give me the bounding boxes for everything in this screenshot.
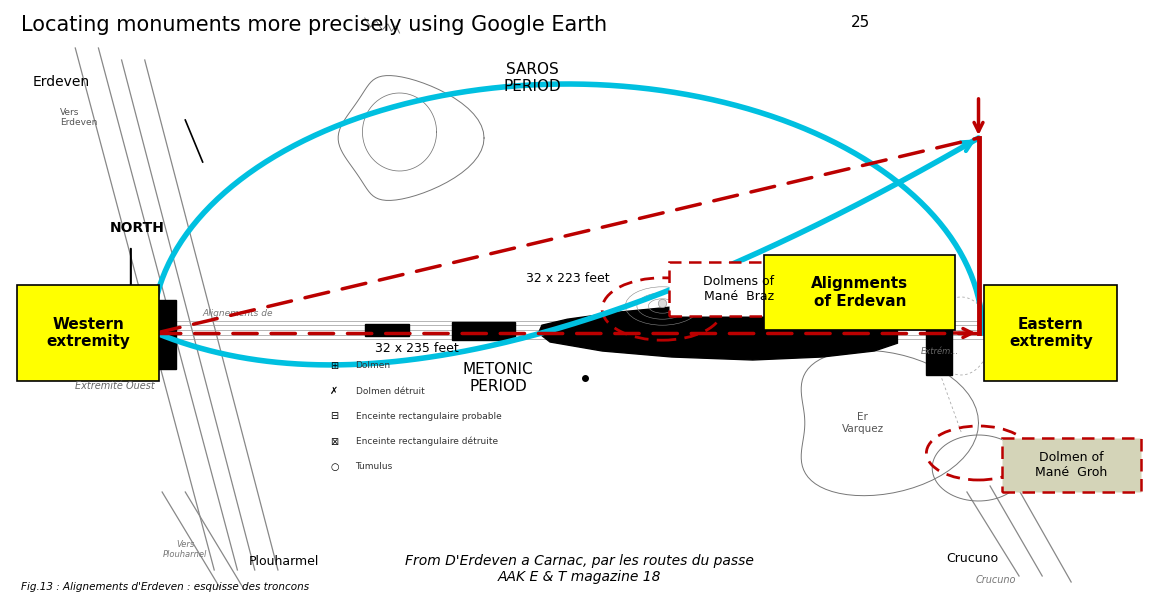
Text: Alignments
of Erdevan: Alignments of Erdevan [812,276,908,308]
FancyBboxPatch shape [1002,438,1141,492]
Polygon shape [538,303,897,360]
Text: Erdeven: Erdeven [32,75,89,89]
Text: Eastern
extremity: Eastern extremity [1009,317,1093,349]
Text: AAK E & T magazine 18: AAK E & T magazine 18 [497,570,661,584]
Text: Dolmen of
Mané  Groh: Dolmen of Mané Groh [1035,451,1107,479]
Bar [926,315,952,375]
Text: Vers
Plouharnel: Vers Plouharnel [163,540,207,559]
Text: Crucuno: Crucuno [946,552,999,565]
Text: Plouharmel: Plouharmel [249,555,318,568]
Text: Western
extremity: Western extremity [46,317,130,349]
Text: Locating monuments more precisely using Google Earth: Locating monuments more precisely using … [21,15,607,35]
Text: Er
Varquez: Er Varquez [842,412,884,434]
Text: Enceinte rectangulaire détruite: Enceinte rectangulaire détruite [356,437,498,446]
FancyBboxPatch shape [17,285,159,381]
Text: ○: ○ [330,462,338,472]
Text: 25: 25 [851,15,871,30]
FancyBboxPatch shape [669,262,808,316]
Text: 32 x 235 feet: 32 x 235 feet [375,341,459,355]
FancyBboxPatch shape [984,285,1117,381]
Text: Enceinte rectangulaire probable: Enceinte rectangulaire probable [356,412,501,421]
Text: 32 x 223 feet: 32 x 223 feet [526,272,609,286]
Text: ⊟: ⊟ [330,412,338,421]
Text: Crucuno: Crucuno [976,575,1016,585]
Text: Fig.13 : Alignements d'Erdeven : esquisse des troncons: Fig.13 : Alignements d'Erdeven : esquiss… [21,582,309,592]
Text: ⊞: ⊞ [330,361,338,371]
Text: Extremité Ouest: Extremité Ouest [75,381,155,391]
Text: Vers
Erdeven: Vers Erdeven [60,108,97,127]
FancyBboxPatch shape [764,255,955,330]
Text: ✗: ✗ [330,386,338,396]
Text: Alignements de: Alignements de [203,309,273,318]
Bar [365,324,409,336]
Text: Tumulus: Tumulus [356,462,393,472]
Text: NORTH: NORTH [110,221,164,235]
Text: METONIC
PERIOD: METONIC PERIOD [463,362,533,394]
Text: From D'Erdeven a Carnac, par les routes du passe: From D'Erdeven a Carnac, par les routes … [404,554,754,568]
Bar [151,300,176,369]
Text: Extrém...: Extrém... [921,346,959,355]
Text: Dolmens of
Mané  Braz: Dolmens of Mané Braz [703,275,775,303]
Text: Dolmen détruit: Dolmen détruit [356,386,424,396]
Text: SAROS
PERIOD: SAROS PERIOD [504,62,562,94]
Text: ⊠: ⊠ [330,437,338,446]
Text: Dolmen: Dolmen [356,361,390,370]
Bar [452,322,515,340]
